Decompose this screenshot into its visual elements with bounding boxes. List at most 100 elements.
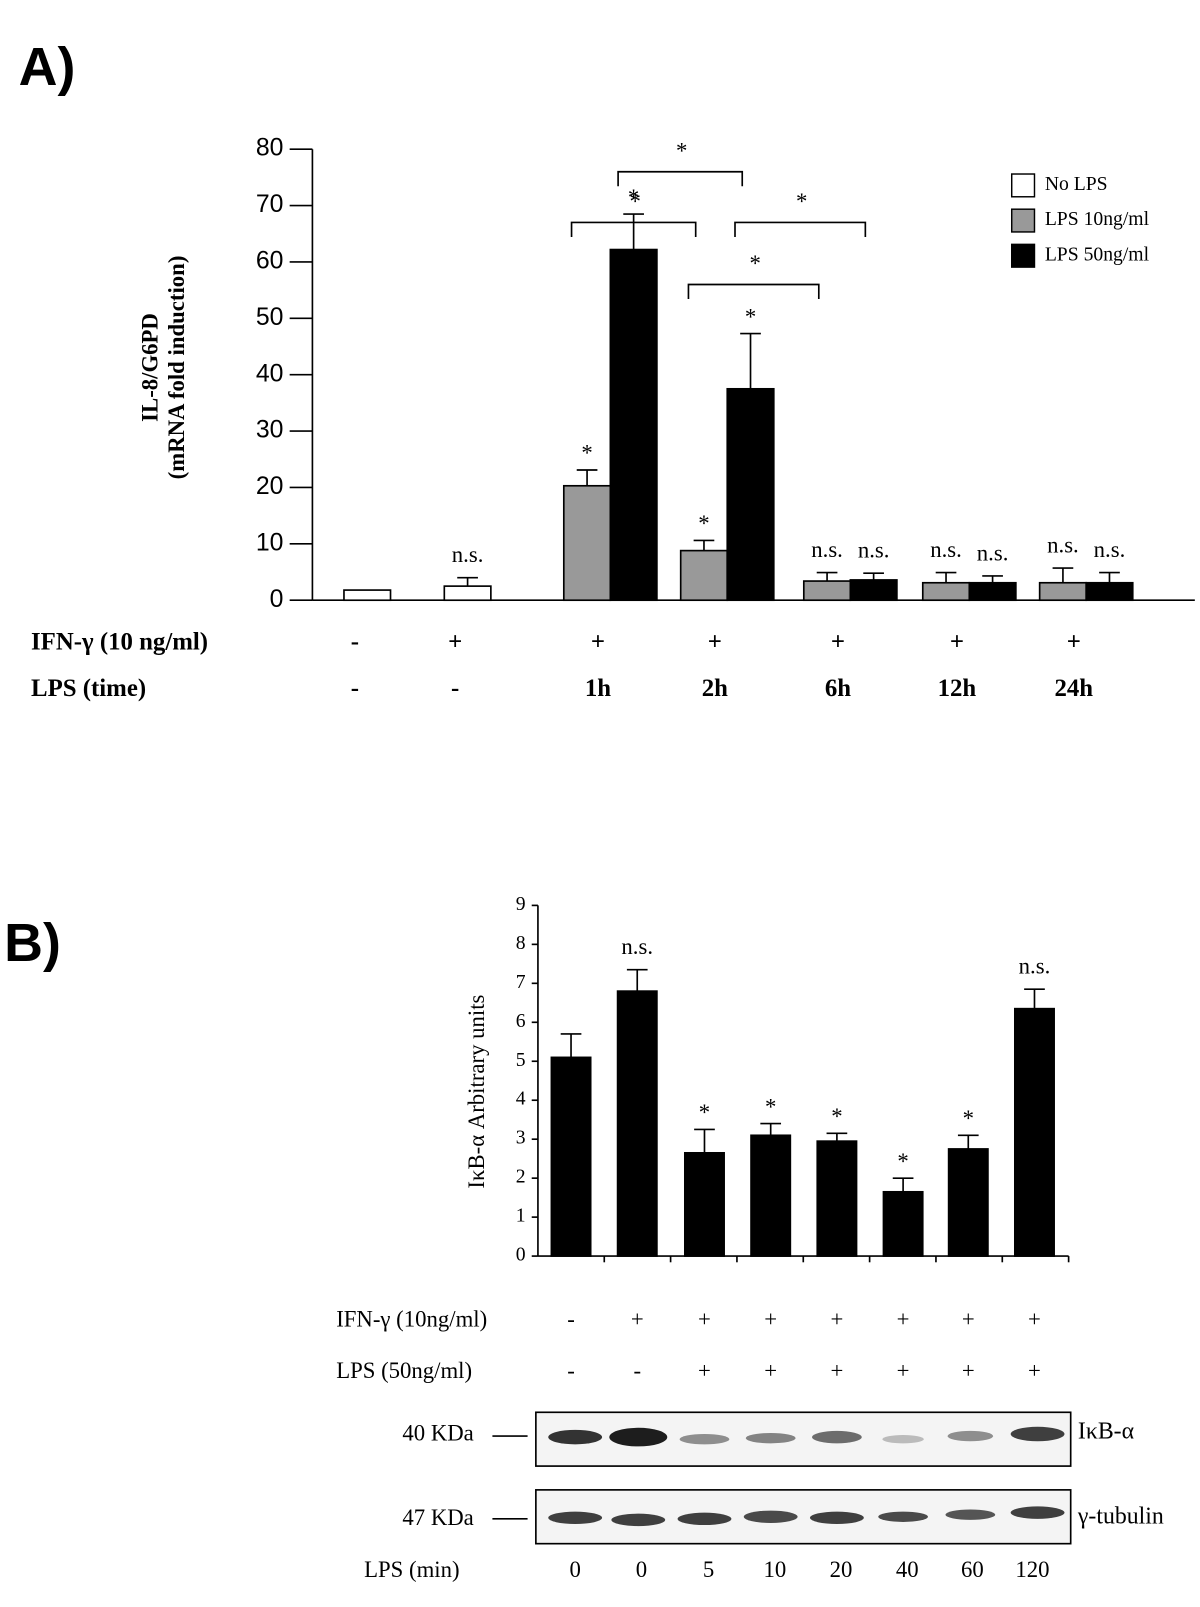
significance-label: n.s. [811, 537, 843, 562]
y-tick-label: 0 [270, 586, 284, 613]
bar [562, 484, 612, 602]
blot-bands [548, 1426, 1065, 1527]
bracket [687, 283, 820, 299]
significance-label: n.s. [977, 541, 1009, 566]
y-axis-label: (mRNA fold induction) [164, 256, 189, 480]
bar [882, 1190, 924, 1257]
bar [750, 1134, 792, 1257]
bracket [617, 170, 744, 187]
error-bar [760, 1122, 782, 1136]
significance-label: * [698, 511, 709, 536]
significance-label: n.s. [1019, 954, 1051, 979]
error-bar [863, 572, 884, 580]
y-tick-label: 3 [516, 1127, 526, 1149]
significance-label: * [699, 1100, 710, 1125]
error-bar [826, 1132, 848, 1142]
blot-protein: IκB-α [1078, 1418, 1134, 1444]
y-tick-label: 6 [516, 1010, 526, 1032]
error-bar [816, 571, 838, 582]
bar [679, 549, 729, 602]
significance-label: * [581, 441, 592, 466]
error-bar [1052, 567, 1074, 583]
condition-value: + [448, 628, 462, 655]
bar [343, 589, 392, 602]
bar [921, 581, 971, 602]
y-tick-label: 50 [256, 304, 284, 331]
condition-value: + [962, 1358, 975, 1383]
condition-value: + [764, 1358, 777, 1383]
y-tick-label: 5 [516, 1049, 526, 1071]
legend-swatch [1011, 243, 1036, 268]
time-value: 0 [636, 1557, 647, 1582]
bracket [734, 221, 867, 237]
condition-label: IFN-γ (10ng/ml) [336, 1306, 487, 1331]
condition-label: LPS (time) [31, 675, 146, 702]
y-tick-label: 60 [256, 248, 284, 275]
significance-label: * [745, 304, 756, 329]
y-axis-label: IκB-α Arbitrary units [464, 994, 489, 1188]
y-tick-label: 8 [516, 932, 526, 954]
y-tick-label: 20 [256, 473, 284, 500]
y-tick-label: 40 [256, 360, 284, 387]
bar [609, 248, 658, 602]
y-tick-label: 70 [256, 191, 284, 218]
condition-value: - [451, 675, 459, 702]
legend-swatch [1011, 173, 1036, 198]
time-value: 10 [763, 1557, 786, 1582]
y-axis-label: IL-8/G6PD [137, 313, 162, 422]
time-value: 60 [961, 1557, 984, 1582]
condition-value: 6h [825, 675, 851, 702]
significance-label: n.s. [1047, 533, 1079, 558]
error-bar [892, 1177, 914, 1192]
bar [684, 1152, 725, 1257]
bar [616, 990, 658, 1257]
error-bar [740, 332, 761, 389]
time-value: 5 [703, 1557, 714, 1582]
bar [968, 581, 1017, 602]
condition-value: + [950, 628, 964, 655]
condition-value: + [591, 628, 605, 655]
error-bar [576, 469, 598, 486]
time-label: LPS (min) [364, 1557, 459, 1582]
bar [1038, 581, 1088, 602]
bracket-label: * [676, 138, 687, 163]
condition-value: + [1028, 1306, 1041, 1331]
time-value: 0 [569, 1557, 580, 1582]
error-bar [982, 575, 1003, 583]
y-tick-label: 0 [516, 1244, 526, 1266]
error-bar [626, 968, 648, 992]
condition-value: + [831, 628, 845, 655]
bracket-label: * [629, 189, 640, 214]
time-value: 40 [896, 1557, 919, 1582]
error-bar [935, 571, 957, 583]
condition-value: - [351, 675, 359, 702]
condition-value: + [631, 1306, 644, 1331]
condition-value: + [830, 1306, 843, 1331]
y-tick-label: 30 [256, 417, 284, 444]
blot-marker: 40 KDa [402, 1420, 473, 1445]
error-bar [560, 1033, 582, 1058]
condition-value: + [897, 1358, 910, 1383]
legend-label: No LPS [1045, 173, 1108, 195]
legend-swatch [1011, 208, 1036, 233]
condition-label: LPS (50ng/ml) [336, 1358, 472, 1383]
y-tick-label: 4 [516, 1088, 526, 1110]
condition-value: 12h [938, 675, 977, 702]
bar [802, 580, 852, 602]
condition-value: + [830, 1358, 843, 1383]
condition-value: 24h [1054, 675, 1093, 702]
y-tick-label: 10 [256, 529, 284, 556]
western-blot [492, 1411, 1072, 1545]
y-tick-label: 9 [516, 893, 526, 915]
significance-label: n.s. [452, 542, 484, 567]
bar [816, 1140, 858, 1257]
bracket-label: * [749, 251, 760, 276]
condition-value: + [764, 1306, 777, 1331]
bracket-label: * [796, 189, 807, 214]
condition-value: 2h [702, 675, 728, 702]
condition-value: + [1028, 1358, 1041, 1383]
y-tick-label: 2 [516, 1166, 526, 1188]
error-bar [693, 539, 715, 551]
condition-value: - [567, 1306, 575, 1331]
